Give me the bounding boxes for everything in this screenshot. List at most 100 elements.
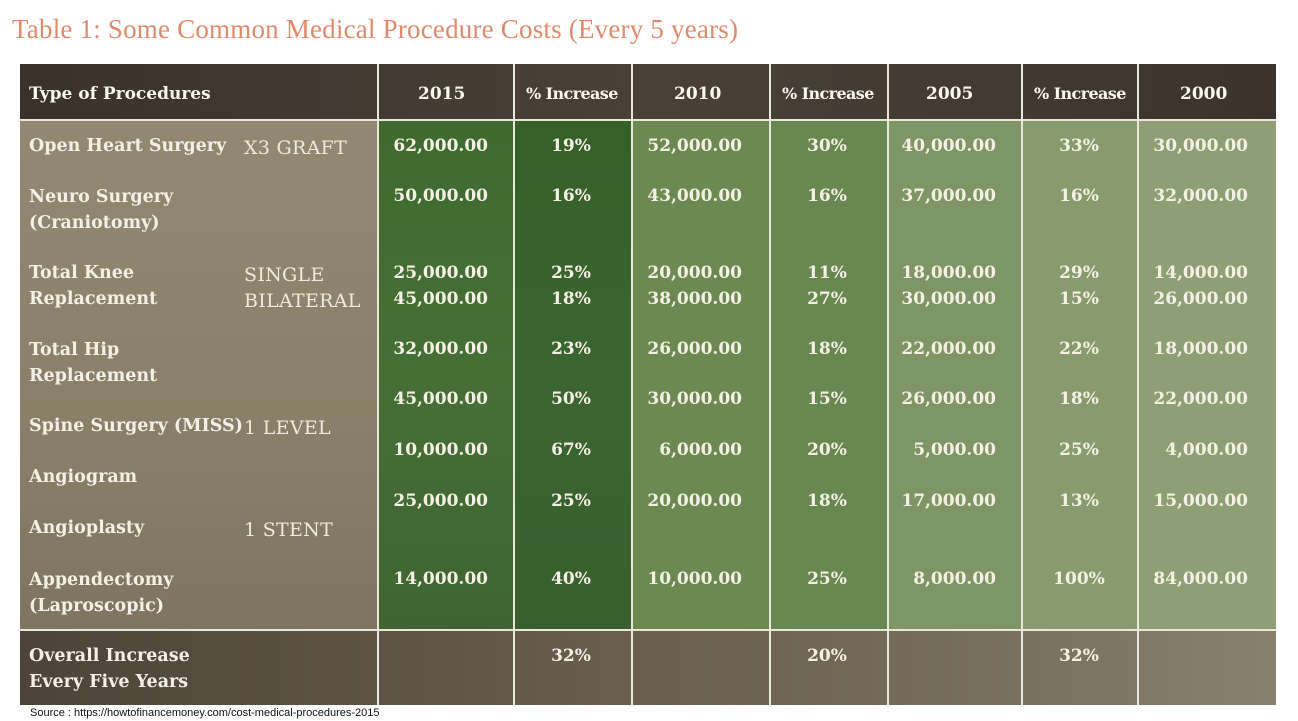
procedure-variant: X3 GRAFT bbox=[244, 137, 348, 159]
procedure-variant: SINGLE BILATERAL bbox=[244, 264, 361, 312]
header-2015: 2015 bbox=[418, 84, 466, 104]
header-pct-2015: % Increase bbox=[526, 84, 618, 103]
procedure-name: Total Knee Replacement bbox=[29, 263, 158, 309]
cost-2010: 30,000.00 bbox=[647, 389, 742, 409]
cost-2015: 45,000.00 bbox=[393, 389, 488, 409]
header-band bbox=[20, 64, 1276, 120]
footer-band bbox=[20, 630, 1276, 705]
pct-2005: 16% bbox=[1059, 186, 1099, 206]
cost-2000: 32,000.00 bbox=[1153, 186, 1248, 206]
procedure-name: Open Heart Surgery bbox=[29, 136, 227, 156]
procedure-variant: 1 LEVEL bbox=[244, 417, 331, 439]
cost-2005: 22,000.00 bbox=[901, 339, 996, 359]
overall-pct-2005: 32% bbox=[1059, 646, 1099, 666]
procedure-cost-table: Type of Procedures 2015 % Increase 2010 … bbox=[20, 64, 1276, 705]
cost-2000: 30,000.00 bbox=[1153, 136, 1248, 156]
divider bbox=[1021, 64, 1023, 705]
divider bbox=[887, 64, 889, 705]
col-2000-bg bbox=[1138, 120, 1276, 630]
divider bbox=[631, 64, 633, 705]
procedure-name: Angiogram bbox=[29, 467, 138, 487]
procedure-name: Angioplasty bbox=[29, 518, 145, 538]
source-caption: Source : https://howtofinancemoney.com/c… bbox=[30, 707, 380, 719]
cost-2000: 84,000.00 bbox=[1153, 569, 1248, 589]
pct-2010: 11% 27% bbox=[807, 263, 847, 309]
cost-2000: 22,000.00 bbox=[1153, 389, 1248, 409]
cost-2015: 25,000.00 bbox=[393, 491, 488, 511]
cost-2005: 40,000.00 bbox=[901, 136, 996, 156]
header-2005: 2005 bbox=[926, 84, 974, 104]
col-2010-bg bbox=[632, 120, 770, 630]
pct-2015: 67% bbox=[551, 440, 591, 460]
cost-2000: 14,000.00 26,000.00 bbox=[1153, 263, 1248, 309]
pct-2015: 25% bbox=[551, 491, 591, 511]
overall-pct-2015: 32% bbox=[551, 646, 591, 666]
col-2005-bg bbox=[888, 120, 1022, 630]
cost-2010: 20,000.00 38,000.00 bbox=[647, 263, 742, 309]
pct-2010: 20% bbox=[807, 440, 847, 460]
pct-2010: 25% bbox=[807, 569, 847, 589]
pct-2005: 29% 15% bbox=[1059, 263, 1099, 309]
cost-2000: 4,000.00 bbox=[1165, 440, 1248, 460]
table-title: Table 1: Some Common Medical Procedure C… bbox=[12, 14, 739, 44]
pct-2010: 30% bbox=[807, 136, 847, 156]
overall-pct-2010: 20% bbox=[807, 646, 847, 666]
pct-2005: 25% bbox=[1059, 440, 1099, 460]
header-2000: 2000 bbox=[1180, 84, 1228, 104]
procedure-name: Neuro Surgery (Craniotomy) bbox=[29, 187, 174, 233]
cost-2005: 26,000.00 bbox=[901, 389, 996, 409]
pct-2005: 22% bbox=[1059, 339, 1099, 359]
header-pct-2005: % Increase bbox=[1034, 84, 1126, 103]
col-2005-pct-bg bbox=[1022, 120, 1138, 630]
pct-2015: 19% bbox=[551, 136, 591, 156]
procedure-variant: 1 STENT bbox=[244, 519, 334, 541]
pct-2010: 16% bbox=[807, 186, 847, 206]
cost-2000: 15,000.00 bbox=[1153, 491, 1248, 511]
header-pct-2010: % Increase bbox=[782, 84, 874, 103]
header-procedures: Type of Procedures bbox=[29, 84, 211, 104]
pct-2005: 13% bbox=[1059, 491, 1099, 511]
pct-2010: 15% bbox=[807, 389, 847, 409]
pct-2005: 100% bbox=[1053, 569, 1105, 589]
cost-2000: 18,000.00 bbox=[1153, 339, 1248, 359]
cost-2005: 8,000.00 bbox=[913, 569, 996, 589]
procedure-name: Appendectomy (Laproscopic) bbox=[29, 570, 174, 616]
procedure-column-bg bbox=[20, 120, 378, 630]
procedure-name: Total Hip Replacement bbox=[29, 340, 158, 386]
cost-2005: 18,000.00 30,000.00 bbox=[901, 263, 996, 309]
pct-2005: 18% bbox=[1059, 389, 1099, 409]
cost-2015: 62,000.00 bbox=[393, 136, 488, 156]
cost-2010: 20,000.00 bbox=[647, 491, 742, 511]
pct-2015: 23% bbox=[551, 339, 591, 359]
divider bbox=[513, 64, 515, 705]
cost-2010: 26,000.00 bbox=[647, 339, 742, 359]
col-2015-pct-bg bbox=[514, 120, 632, 630]
procedure-name: Spine Surgery (MISS) bbox=[29, 416, 243, 436]
cost-2015: 50,000.00 bbox=[393, 186, 488, 206]
cost-2010: 6,000.00 bbox=[659, 440, 742, 460]
overall-increase-label: Overall Increase Every Five Years bbox=[29, 646, 190, 692]
cost-2015: 14,000.00 bbox=[393, 569, 488, 589]
cost-2010: 10,000.00 bbox=[647, 569, 742, 589]
cost-2015: 32,000.00 bbox=[393, 339, 488, 359]
cost-2010: 52,000.00 bbox=[647, 136, 742, 156]
divider bbox=[1137, 64, 1139, 705]
pct-2015: 25% 18% bbox=[551, 263, 591, 309]
pct-2015: 40% bbox=[551, 569, 591, 589]
cost-2005: 37,000.00 bbox=[901, 186, 996, 206]
pct-2015: 16% bbox=[551, 186, 591, 206]
divider bbox=[769, 64, 771, 705]
cost-2015: 25,000.00 45,000.00 bbox=[393, 263, 488, 309]
divider bbox=[377, 64, 379, 705]
divider bbox=[20, 629, 1276, 631]
cost-2015: 10,000.00 bbox=[393, 440, 488, 460]
col-2010-pct-bg bbox=[770, 120, 888, 630]
pct-2015: 50% bbox=[551, 389, 591, 409]
pct-2010: 18% bbox=[807, 491, 847, 511]
cost-2010: 43,000.00 bbox=[647, 186, 742, 206]
divider bbox=[20, 119, 1276, 121]
header-2010: 2010 bbox=[674, 84, 722, 104]
pct-2005: 33% bbox=[1059, 136, 1099, 156]
col-2015-bg bbox=[378, 120, 514, 630]
cost-2005: 17,000.00 bbox=[901, 491, 996, 511]
